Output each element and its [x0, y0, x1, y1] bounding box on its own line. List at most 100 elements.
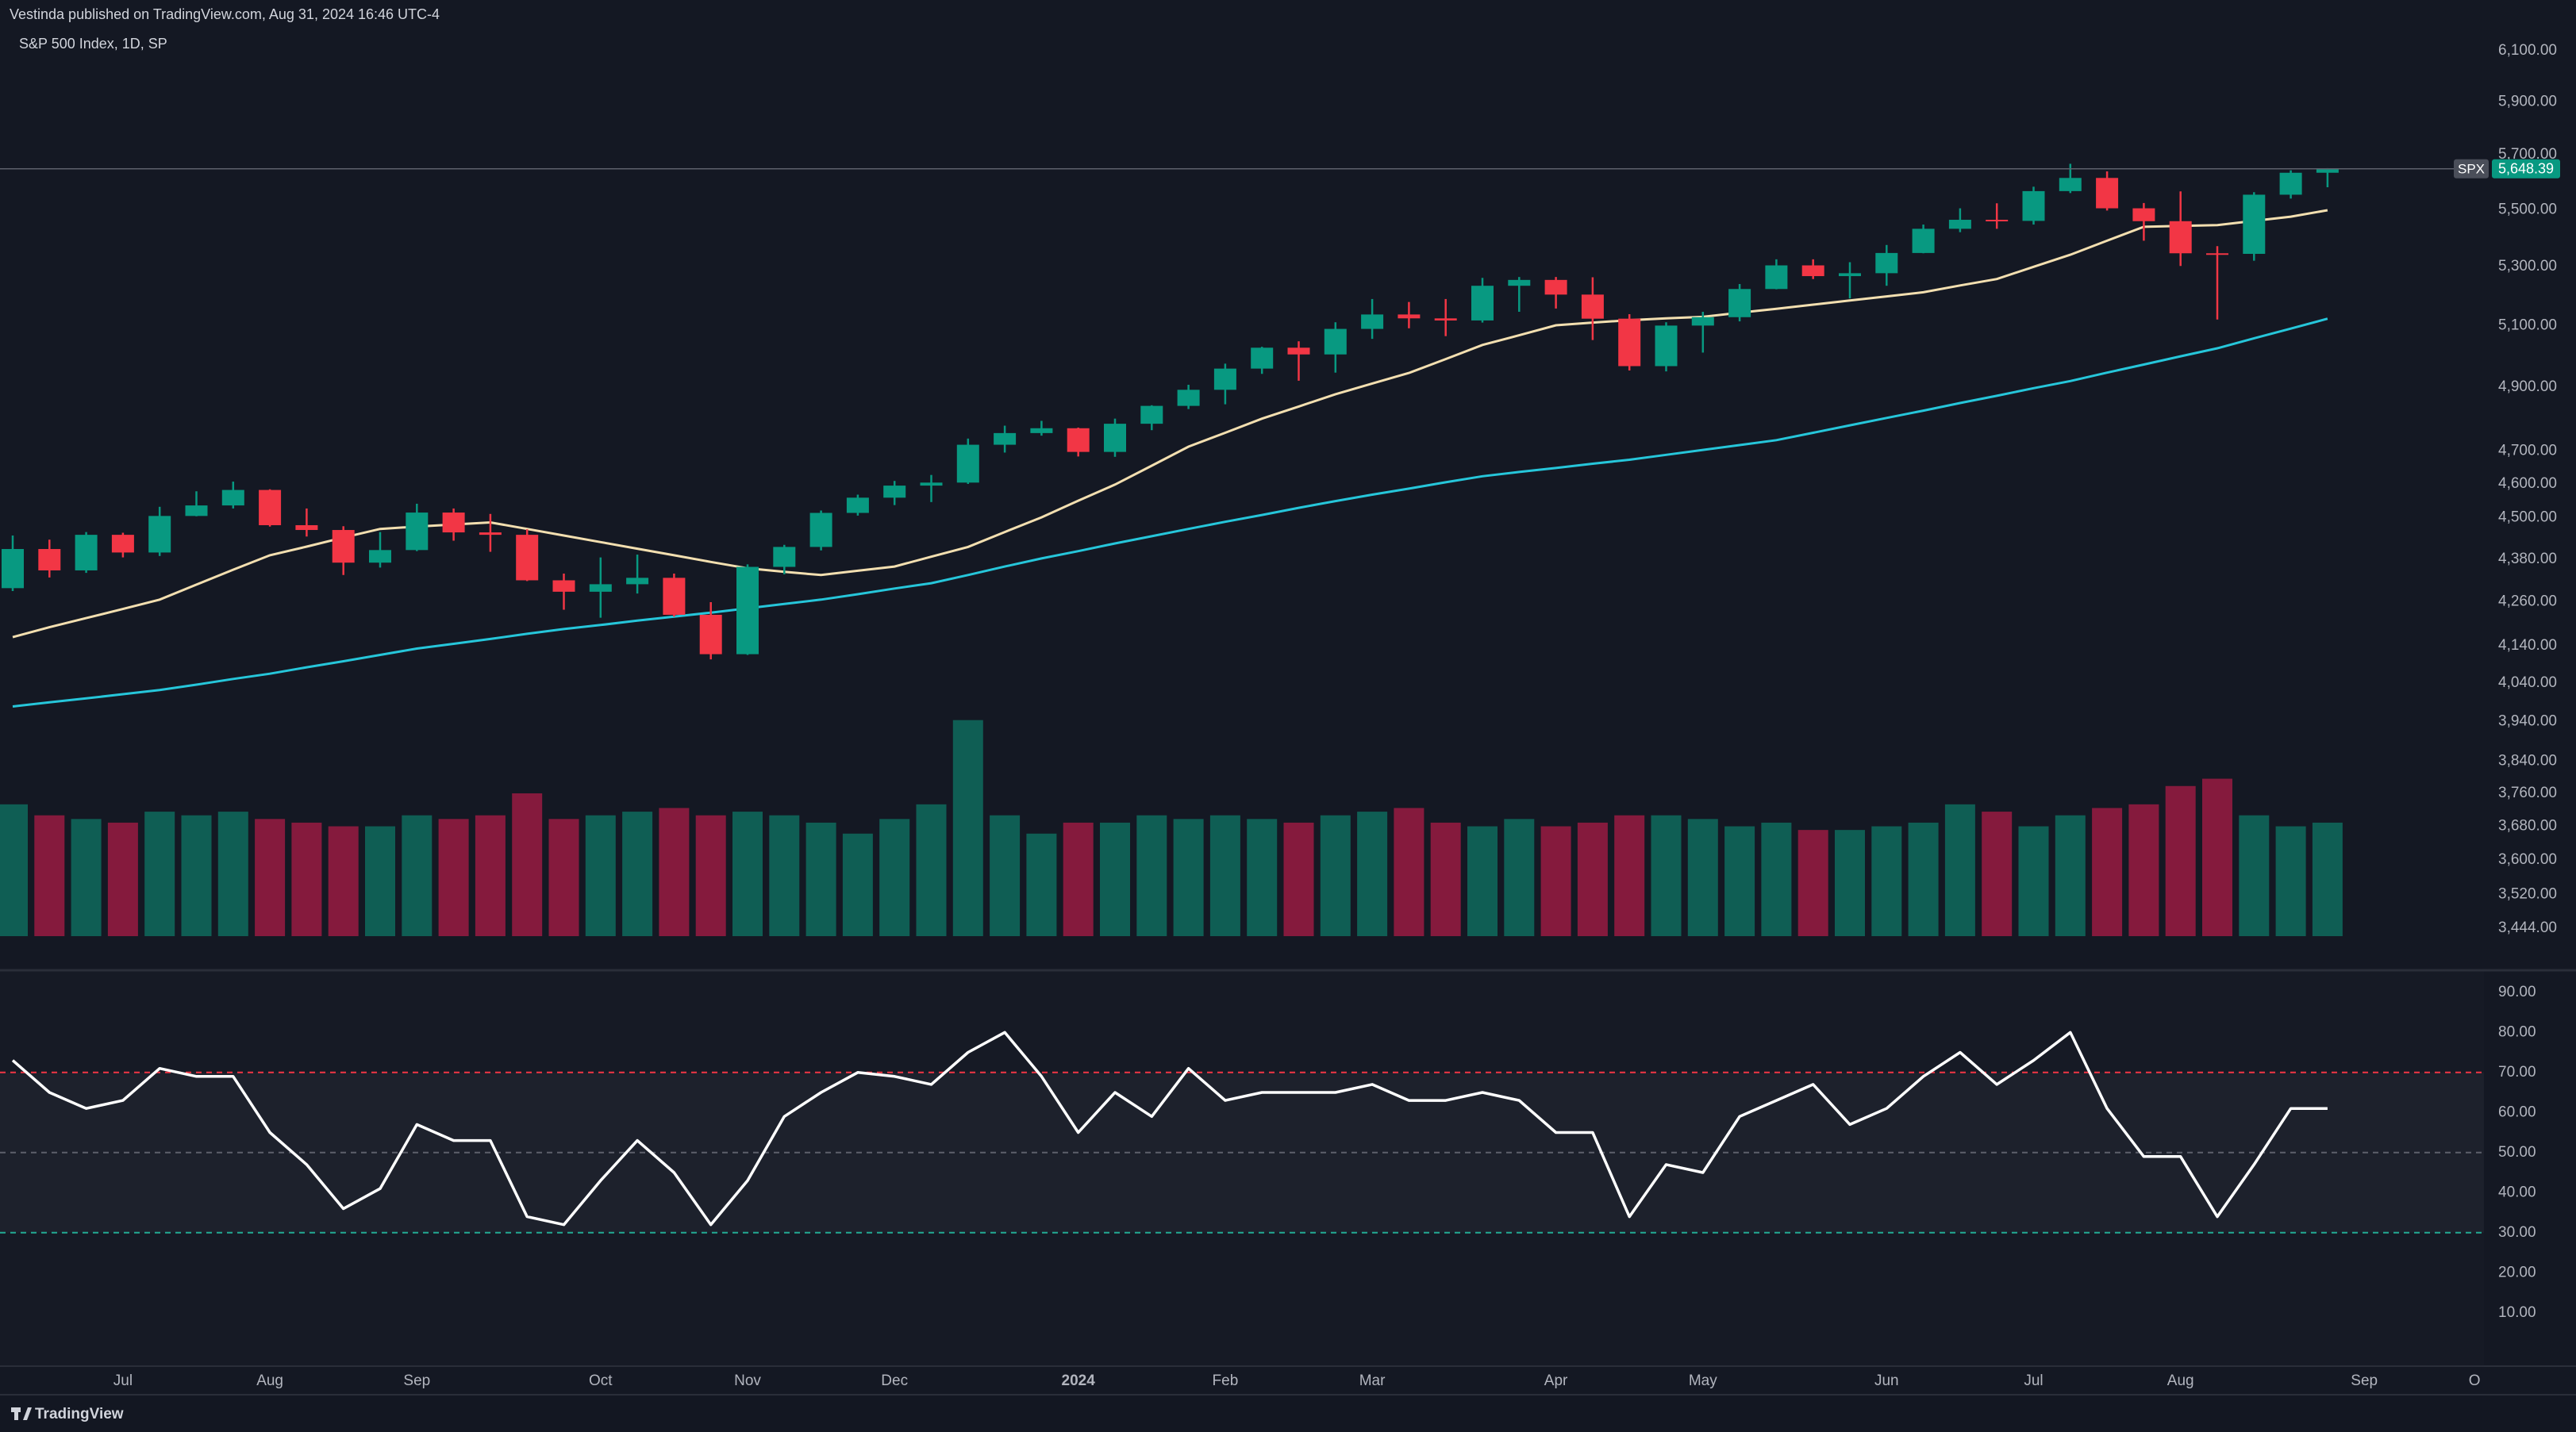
- x-tick-label: Jul: [113, 1372, 133, 1389]
- volume-bar: [1320, 815, 1351, 936]
- volume-bar: [1136, 815, 1167, 936]
- candle-body: [1434, 318, 1457, 321]
- volume-bar: [402, 815, 433, 936]
- volume-bar: [1614, 815, 1645, 936]
- y-tick-label: 5,300.00: [2498, 258, 2557, 274]
- volume-bar: [1577, 822, 1608, 936]
- volume-bar: [1871, 826, 1902, 936]
- candle-body: [1691, 317, 1714, 326]
- volume-bar: [181, 815, 212, 936]
- y-tick-label: 3,600.00: [2498, 851, 2557, 868]
- x-tick-label: Sep: [403, 1372, 430, 1389]
- volume-bar: [1651, 815, 1682, 936]
- volume-bar: [2128, 804, 2159, 936]
- candle-body: [2132, 208, 2155, 221]
- volume-bar: [2239, 815, 2270, 936]
- candle-body: [956, 444, 979, 483]
- candle-body: [1471, 286, 1494, 321]
- volume-bar: [548, 819, 579, 936]
- candle-body: [663, 578, 686, 615]
- candle-body: [2206, 253, 2228, 255]
- volume-bar: [107, 822, 138, 936]
- volume-bar: [475, 815, 506, 936]
- y-tick-label: 60.00: [2498, 1104, 2536, 1120]
- volume-bar: [34, 815, 65, 936]
- volume-bar: [328, 826, 359, 936]
- volume-bar: [2275, 826, 2306, 936]
- candle-body: [1801, 265, 1824, 277]
- volume-bar: [0, 804, 28, 936]
- volume-bar: [1982, 812, 2013, 936]
- volume-bar: [1835, 830, 1865, 936]
- volume-bar: [1724, 826, 1755, 936]
- x-tick-label: O: [2469, 1372, 2481, 1389]
- candle-body: [1361, 314, 1384, 329]
- x-tick-label: Aug: [256, 1372, 283, 1389]
- candle-body: [1177, 390, 1200, 406]
- candle-body: [369, 550, 391, 563]
- candle-body: [626, 578, 649, 585]
- candle-body: [2, 549, 24, 589]
- volume-bar: [659, 808, 690, 936]
- candle-body: [295, 524, 318, 531]
- volume-bar: [585, 815, 616, 936]
- y-tick-label: 4,500.00: [2498, 509, 2557, 526]
- candle-body: [1398, 314, 1421, 319]
- candle-body: [332, 530, 355, 563]
- volume-bar: [291, 822, 322, 936]
- candle-body: [1067, 428, 1090, 452]
- candle-body: [2096, 178, 2119, 209]
- x-tick-label: Jul: [2024, 1372, 2043, 1389]
- candle-body: [883, 486, 906, 498]
- volume-bar: [1394, 808, 1424, 936]
- y-tick-label: 4,140.00: [2498, 637, 2557, 654]
- volume-bar: [2165, 785, 2196, 936]
- candle-body: [1104, 424, 1126, 452]
- candle-body: [1839, 273, 1861, 277]
- candle-body: [2243, 194, 2266, 254]
- y-tick-label: 4,040.00: [2498, 674, 2557, 691]
- x-tick-label: Dec: [881, 1372, 908, 1389]
- volume-bar: [1283, 822, 1314, 936]
- candle-body: [1728, 289, 1751, 317]
- candle-body: [442, 513, 465, 533]
- candle-body: [699, 614, 722, 655]
- y-tick-label: 30.00: [2498, 1224, 2536, 1241]
- volume-bar: [1540, 826, 1571, 936]
- candle-body: [1030, 428, 1053, 433]
- candle-body: [221, 489, 244, 506]
- volume-bar: [1430, 822, 1461, 936]
- volume-bar: [695, 815, 726, 936]
- volume-bar: [1247, 819, 1278, 936]
- y-tick-label: 4,700.00: [2498, 442, 2557, 459]
- y-tick-label: 50.00: [2498, 1144, 2536, 1161]
- volume-bar: [732, 812, 763, 936]
- volume-bar: [1908, 822, 1939, 936]
- volume-bar: [2202, 778, 2232, 936]
- volume-bar: [1797, 830, 1828, 936]
- volume-bar: [842, 833, 873, 936]
- volume-bar: [1100, 822, 1130, 936]
- x-tick-label: Feb: [1213, 1372, 1239, 1389]
- symbol-badge: [2454, 159, 2489, 179]
- y-tick-label: 90.00: [2498, 984, 2536, 1000]
- x-tick-label: Aug: [2167, 1372, 2194, 1389]
- y-tick-label: 10.00: [2498, 1304, 2536, 1321]
- candle-body: [773, 547, 796, 567]
- candle-body: [38, 549, 61, 570]
- candle-body: [2316, 168, 2339, 173]
- y-tick-label: 3,680.00: [2498, 818, 2557, 835]
- x-tick-label: Jun: [1874, 1372, 1899, 1389]
- candle-body: [1948, 220, 1971, 229]
- candle-body: [809, 513, 832, 547]
- candle-body: [920, 482, 943, 486]
- x-tick-label: Oct: [589, 1372, 613, 1389]
- y-tick-label: 3,940.00: [2498, 713, 2557, 730]
- volume-bar: [2312, 822, 2343, 936]
- y-tick-label: 3,444.00: [2498, 919, 2557, 936]
- y-tick-label: 5,100.00: [2498, 317, 2557, 333]
- volume-bar: [1504, 819, 1535, 936]
- y-tick-label: 3,840.00: [2498, 752, 2557, 769]
- volume-bar: [2055, 815, 2086, 936]
- candle-body: [2169, 221, 2192, 254]
